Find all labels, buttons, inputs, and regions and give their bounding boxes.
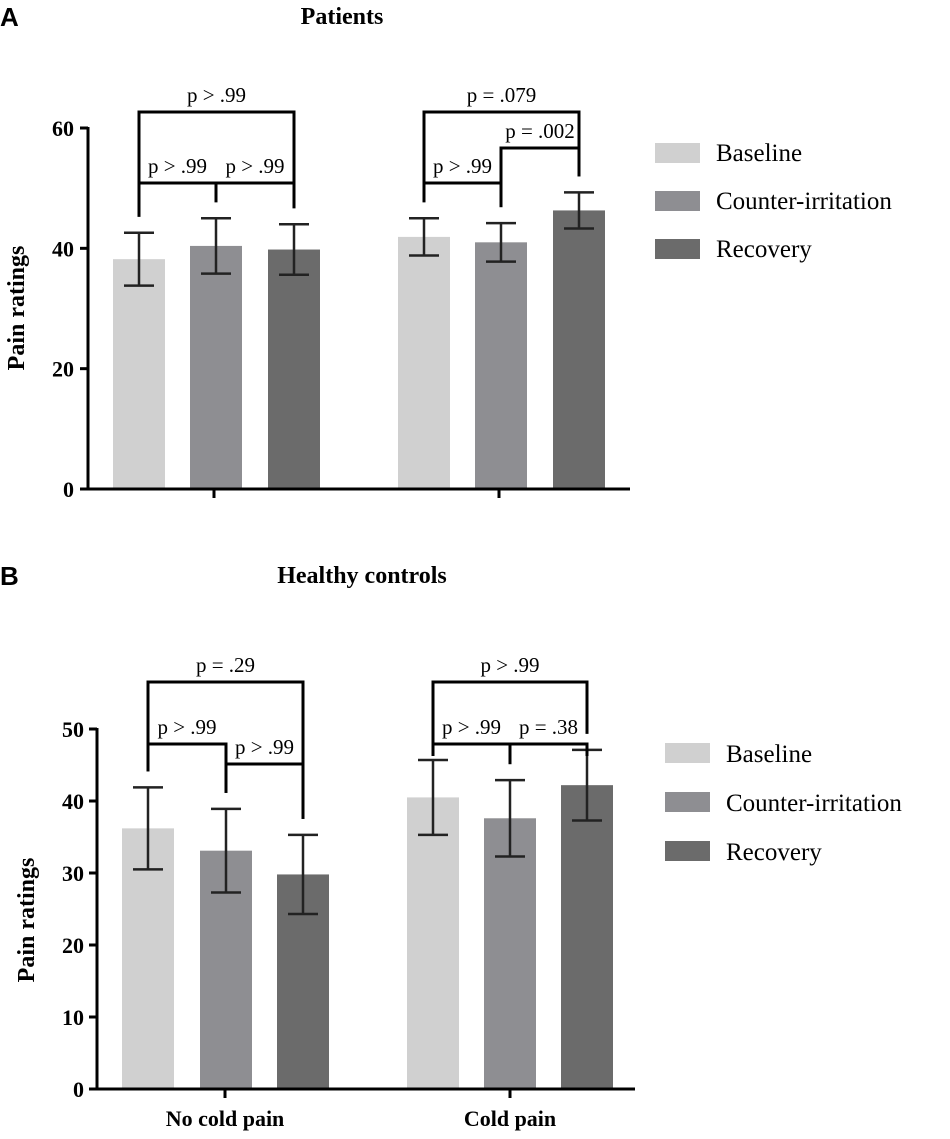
panel-b-y-tick-label-20: 20	[62, 933, 84, 958]
panel-a-plot-area: 0 20 40 60 p > .99 p > .99 p > .99 p > .99 p = .…	[52, 83, 630, 502]
panel-a-bar-cold-pain-recovery	[553, 210, 605, 489]
bracket-p-value: p > .99	[225, 154, 284, 178]
bracket-p-value: p > .99	[433, 154, 492, 178]
panel-a-error-bar-cold-pain-counter-irritation	[486, 221, 516, 263]
panel-b-category-label-no-cold-pain: No cold pain	[166, 1106, 285, 1131]
panel-a-bar-no-cold-pain-baseline	[113, 259, 165, 489]
panel-a-error-bar-no-cold-pain-recovery	[279, 223, 309, 277]
panel-b-legend-label-baseline: Baseline	[726, 741, 812, 768]
panel-b-significance-bracket-6: p > .99	[431, 653, 589, 744]
panel-b-title: Healthy controls	[277, 563, 447, 589]
bracket-p-value: p > .99	[187, 83, 246, 107]
panel-b-bar-no-cold-pain-baseline	[122, 828, 174, 1089]
bracket-p-value: p = .29	[196, 653, 255, 677]
panel-b-bar-cold-pain-recovery	[561, 785, 613, 1089]
panel-b-error-bar-no-cold-pain-counter-irritation	[211, 807, 241, 894]
panel-a-error-bar-no-cold-pain-counter-irritation	[201, 217, 231, 275]
bracket-line	[146, 742, 228, 793]
panel-a-error-bar-cold-pain-recovery	[564, 191, 594, 230]
panel-a-bar-cold-pain-counter-irritation	[475, 242, 527, 489]
bracket-line	[137, 110, 296, 217]
panel-b-legend-swatch-counter-irritation	[665, 792, 710, 812]
panel-a-y-tick-label-20: 20	[52, 357, 74, 382]
panel-a-legend-label-counter-irritation: Counter-irritation	[716, 188, 892, 215]
panel-a-y-axis-label: Pain ratings	[4, 246, 30, 371]
bracket-p-value: p > .99	[480, 653, 539, 677]
panel-b-bar-cold-pain-counter-irritation	[484, 818, 536, 1089]
panel-a-y-tick-label-40: 40	[52, 236, 74, 261]
bracket-p-value: p > .99	[148, 154, 207, 178]
bracket-line	[214, 181, 296, 209]
panel-a-bar-no-cold-pain-counter-irritation	[190, 245, 242, 489]
bracket-line	[422, 110, 581, 203]
panel-a-error-bar-cold-pain-baseline	[409, 217, 439, 257]
panel-a-y-tick-label-0: 0	[63, 477, 74, 502]
bracket-line	[431, 680, 589, 744]
panel-b-significance-bracket-4: p > .99	[431, 715, 512, 765]
bracket-p-value: p = .079	[467, 83, 537, 107]
panel-b-legend-swatch-baseline	[665, 743, 710, 763]
panel-b-significance-bracket-1: p > .99	[146, 715, 228, 793]
panel-b-error-bar-no-cold-pain-baseline	[133, 786, 163, 871]
panel-b-legend-swatch-recovery	[665, 841, 710, 861]
panel-b-legend-label-counter-irritation: Counter-irritation	[726, 790, 902, 817]
bracket-p-value: p = .002	[505, 119, 575, 143]
bracket-line	[422, 181, 503, 208]
panel-a-significance-bracket-6: p = .079	[422, 83, 581, 203]
panel-a-letter: A	[0, 2, 19, 32]
panel-a-legend: Baseline Counter-irritation Recovery	[655, 140, 892, 263]
panel-b-error-bar-no-cold-pain-recovery	[288, 833, 318, 916]
bracket-line	[137, 181, 218, 217]
bracket-p-value: p > .99	[235, 735, 294, 759]
panel-b-bar-cold-pain-baseline	[407, 797, 459, 1089]
panel-a-title: Patients	[301, 4, 384, 30]
panel-b-error-bar-cold-pain-baseline	[418, 758, 448, 837]
panel-a-legend-swatch-recovery	[655, 239, 700, 259]
panel-b-y-tick-label-50: 50	[62, 717, 84, 742]
panel-a-significance-bracket-1: p > .99	[137, 154, 218, 217]
panel-b-plot-area: 0 10 20 30 40 50 No cold pain Cold pain p > .99 p…	[62, 653, 635, 1131]
panel-b-y-tick-label-40: 40	[62, 789, 84, 814]
panel-a: A Patients Pain ratings 0 20 40 60 p > .99 p …	[0, 2, 892, 502]
panel-a-significance-bracket-4: p > .99	[422, 154, 503, 208]
panel-a-significance-bracket-2: p > .99	[214, 154, 296, 209]
panel-b-y-axis-label: Pain ratings	[14, 858, 40, 983]
panel-a-significance-bracket-5: p = .002	[499, 119, 581, 208]
panel-b-significance-bracket-5: p = .38	[508, 715, 589, 765]
panel-a-legend-label-recovery: Recovery	[716, 236, 812, 263]
panel-b-legend-label-recovery: Recovery	[726, 839, 822, 866]
panel-a-legend-label-baseline: Baseline	[716, 140, 802, 167]
bracket-p-value: p > .99	[157, 715, 216, 739]
panel-a-bar-cold-pain-baseline	[398, 236, 450, 489]
panel-b-y-tick-label-0: 0	[73, 1077, 84, 1102]
panel-b-category-label-cold-pain: Cold pain	[464, 1106, 556, 1131]
panel-b-significance-bracket-3: p = .29	[146, 653, 305, 819]
bracket-p-value: p > .99	[442, 715, 501, 739]
panel-b: B Healthy controls Pain ratings 0 10 20 30 4…	[0, 561, 902, 1131]
panel-b-y-tick-label-10: 10	[62, 1005, 84, 1030]
panel-a-legend-swatch-counter-irritation	[655, 191, 700, 211]
panel-a-bar-no-cold-pain-recovery	[268, 249, 320, 489]
panel-a-legend-swatch-baseline	[655, 143, 700, 163]
panel-a-error-bar-no-cold-pain-baseline	[124, 231, 154, 287]
panel-a-y-tick-label-60: 60	[52, 116, 74, 141]
panel-b-significance-bracket-2: p > .99	[224, 735, 305, 819]
bracket-p-value: p = .38	[519, 715, 578, 739]
panel-b-y-tick-label-30: 30	[62, 861, 84, 886]
bracket-line	[508, 742, 589, 765]
panel-b-legend: Baseline Counter-irritation Recovery	[665, 741, 902, 866]
bracket-line	[146, 680, 305, 819]
bracket-line	[224, 762, 305, 819]
panel-a-significance-bracket-3: p > .99	[137, 83, 296, 217]
panel-b-error-bar-cold-pain-counter-irritation	[495, 778, 525, 858]
bracket-line	[499, 146, 581, 208]
panel-b-letter: B	[0, 561, 19, 591]
